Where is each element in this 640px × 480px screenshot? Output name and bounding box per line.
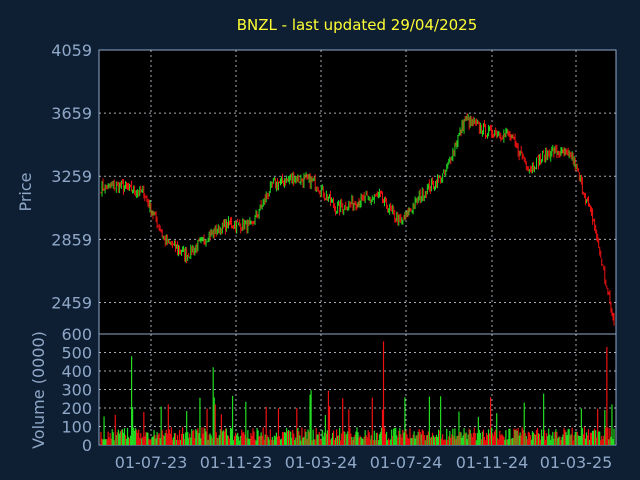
price-candles bbox=[100, 112, 615, 326]
volume-tick-label: 0 bbox=[82, 436, 92, 455]
volume-axis-label: Volume (0000) bbox=[29, 331, 48, 449]
price-axis-label: Price bbox=[16, 172, 35, 211]
price-panel bbox=[98, 49, 617, 335]
chart-title: BNZL - last updated 29/04/2025 bbox=[237, 16, 478, 34]
volume-tick-label: 600 bbox=[61, 325, 92, 344]
price-tick-label: 2859 bbox=[51, 230, 92, 249]
date-tick-label: 01-11-24 bbox=[456, 453, 529, 472]
price-tick-label: 3659 bbox=[51, 104, 92, 123]
date-axis-ticks: 01-07-23 01-11-23 01-03-24 01-07-24 01-11-24… bbox=[115, 453, 613, 472]
volume-tick-label: 400 bbox=[61, 362, 92, 381]
price-tick-label: 4059 bbox=[51, 41, 92, 60]
date-tick-label: 01-03-25 bbox=[540, 453, 613, 472]
volume-tick-label: 200 bbox=[61, 399, 92, 418]
price-tick-label: 3259 bbox=[51, 167, 92, 186]
volume-tick-label: 100 bbox=[61, 418, 92, 437]
date-tick-label: 01-11-23 bbox=[200, 453, 273, 472]
date-tick-label: 01-07-23 bbox=[115, 453, 188, 472]
grid-lines bbox=[99, 50, 616, 445]
date-tick-label: 01-03-24 bbox=[285, 453, 358, 472]
price-axis-ticks: 4059 3659 3259 2859 2459 bbox=[51, 41, 92, 312]
volume-tick-label: 300 bbox=[61, 381, 92, 400]
volume-tick-label: 500 bbox=[61, 344, 92, 363]
date-tick-label: 01-07-24 bbox=[370, 453, 443, 472]
volume-bars bbox=[100, 341, 615, 445]
price-tick-label: 2459 bbox=[51, 293, 92, 312]
